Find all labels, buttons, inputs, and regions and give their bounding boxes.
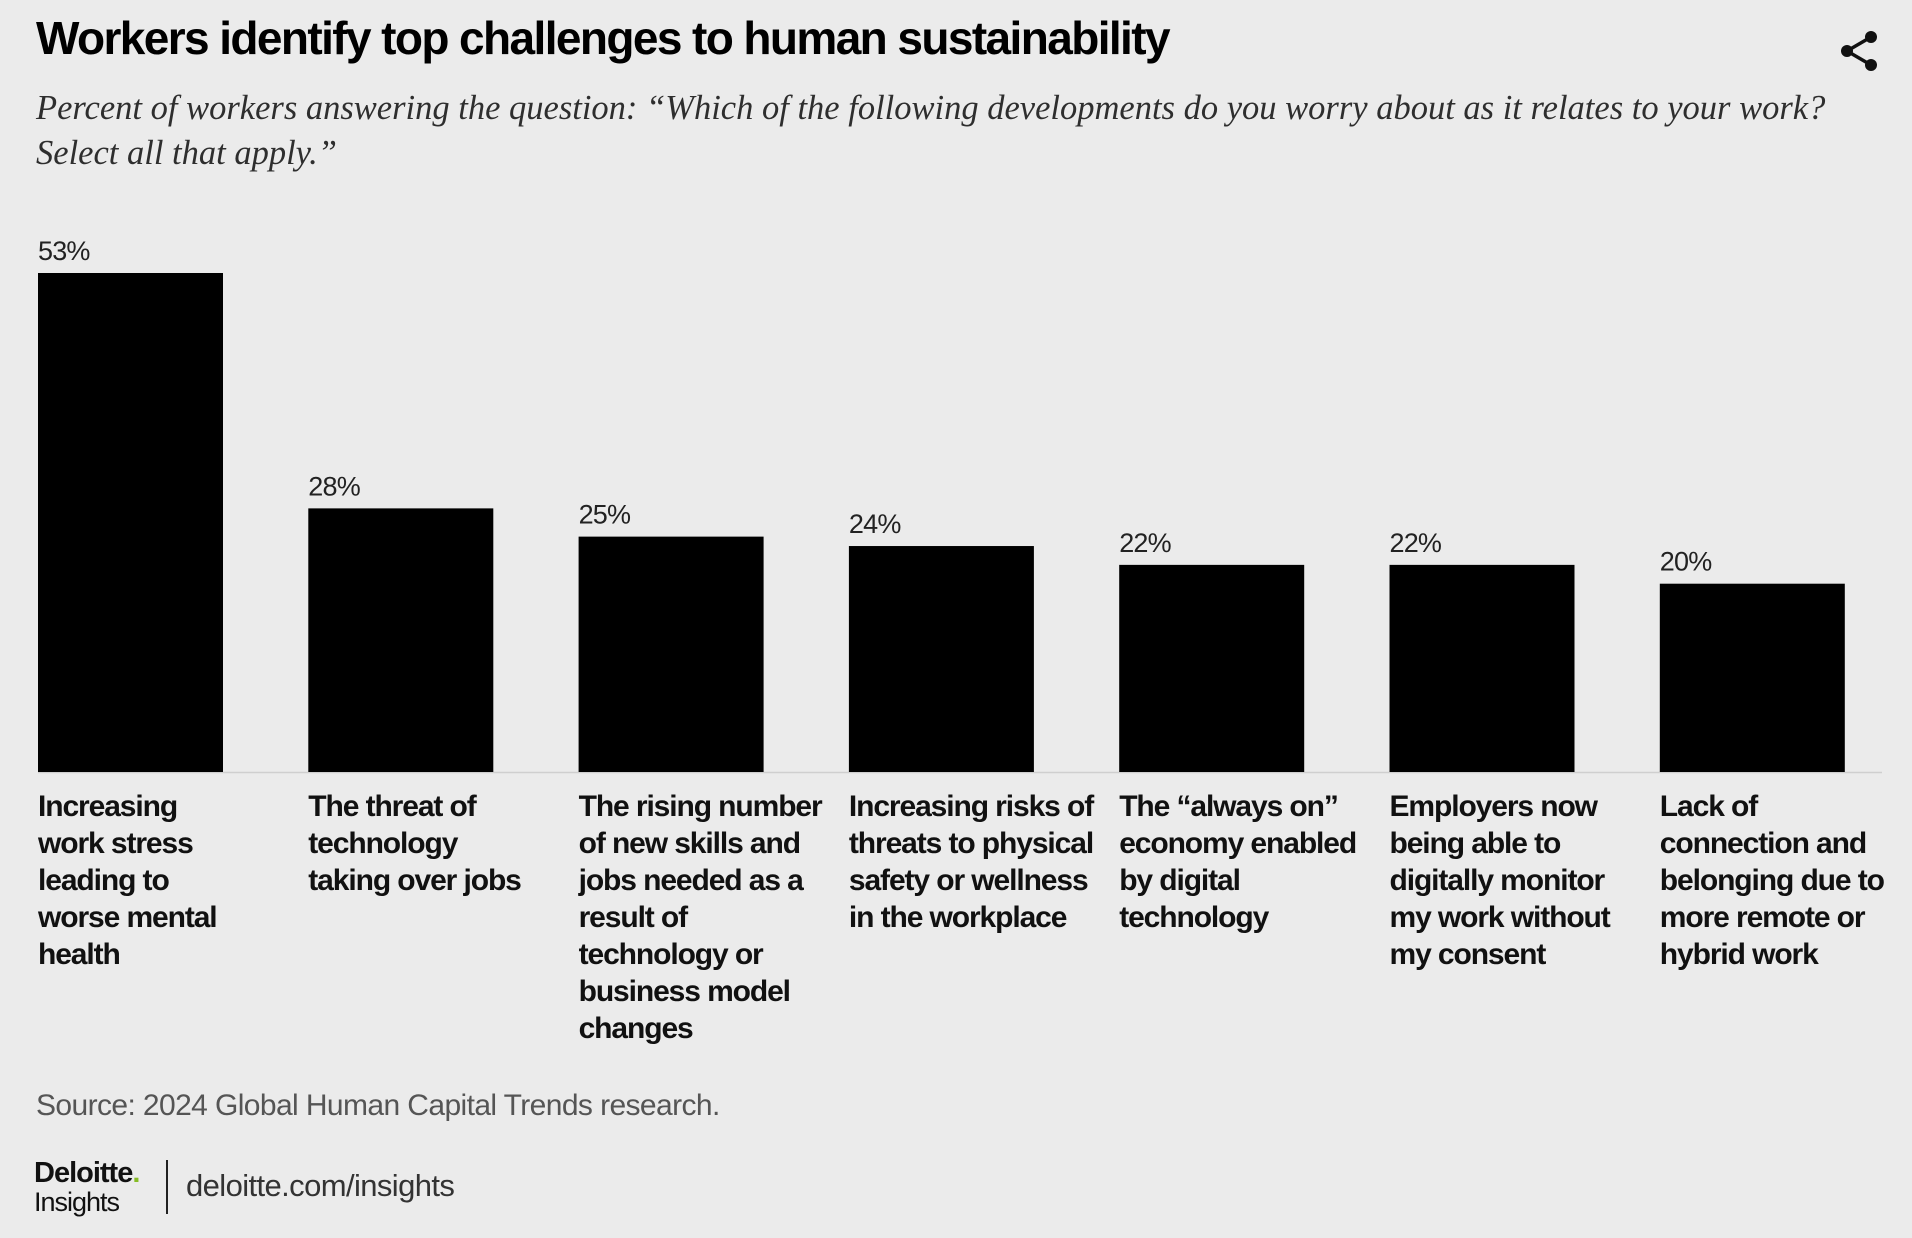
category-label: The threat of technology taking over jobs [308, 790, 521, 897]
bar [1659, 583, 1845, 772]
data-label: 24% [849, 509, 901, 539]
category-label: Employers now being able to digitally moni… [1390, 790, 1611, 971]
brand-name: Deloitte [34, 1157, 133, 1189]
chart-title: Workers identify top challenges to human… [36, 12, 1171, 64]
data-label: 20% [1660, 547, 1712, 577]
share-icon[interactable] [1836, 28, 1882, 74]
category-label: Lack of connection and belonging due to mor… [1660, 790, 1885, 971]
brand-url-link[interactable]: deloitte.com/insights [186, 1168, 455, 1203]
bar [578, 536, 764, 772]
category-label: Increasing risks of threats to physical sa… [849, 790, 1095, 934]
data-label: 28% [308, 471, 360, 501]
category-label: Increasing work stress leading to worse men… [37, 790, 217, 971]
chart-subtitle: Percent of workers answering the questio… [36, 89, 1826, 172]
data-label: 22% [1390, 528, 1442, 558]
bar [848, 546, 1034, 772]
footer-divider [166, 1160, 168, 1214]
source-note: Source: 2024 Global Human Capital Trends… [36, 1089, 720, 1122]
category-label: The “always on” economy enabled by digital… [1119, 790, 1356, 934]
deloitte-insights-logo: Deloitte. Insights [34, 1157, 140, 1217]
data-label: 22% [1119, 528, 1171, 558]
category-label: The rising number of new skills and jobs n… [578, 790, 823, 1045]
data-label: 53% [38, 236, 90, 266]
data-label: 25% [579, 500, 631, 530]
bar [308, 508, 494, 772]
bar [1119, 564, 1305, 772]
brand-dot: . [132, 1157, 140, 1189]
bar [1389, 564, 1575, 772]
brand-sub: Insights [34, 1187, 120, 1217]
bar [38, 273, 223, 772]
